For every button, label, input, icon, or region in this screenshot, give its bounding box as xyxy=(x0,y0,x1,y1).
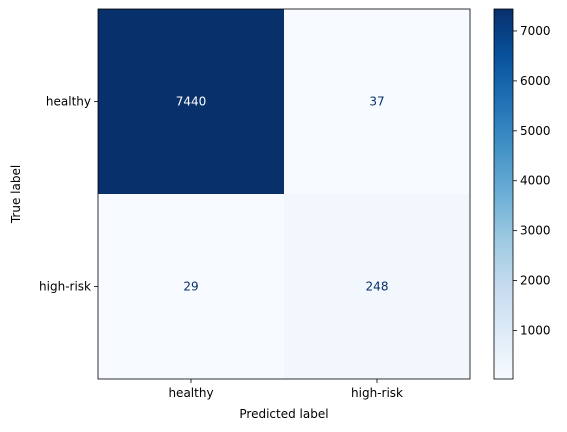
y-axis-ticks: healthy high-risk xyxy=(39,95,98,294)
colorbar-tick-label: 5000 xyxy=(520,124,551,138)
cell-value-label: 37 xyxy=(369,95,384,109)
colorbar-tick-label: 4000 xyxy=(520,174,551,188)
matrix-cell xyxy=(284,194,470,379)
matrix-cell xyxy=(284,9,470,194)
x-axis-label: Predicted label xyxy=(239,407,328,421)
cell-value-labels: 7440 37 29 248 xyxy=(176,95,389,294)
y-tick-label: high-risk xyxy=(39,280,91,294)
matrix-cell xyxy=(98,9,284,194)
plot-frame xyxy=(97,8,471,380)
colorbar-tick-label: 3000 xyxy=(520,224,551,238)
colorbar-tick-label: 6000 xyxy=(520,74,551,88)
colorbar xyxy=(493,8,514,380)
matrix-cells xyxy=(98,9,470,379)
y-axis-label: True label xyxy=(9,165,23,224)
colorbar-ticks: 1000 2000 3000 4000 5000 6000 7000 xyxy=(513,24,551,338)
colorbar-tick-label: 2000 xyxy=(520,274,551,288)
x-tick-label: healthy xyxy=(168,386,213,400)
cell-value-label: 7440 xyxy=(176,95,207,109)
y-tick-label: healthy xyxy=(46,95,91,109)
x-axis-ticks: healthy high-risk xyxy=(168,379,403,400)
x-tick-label: high-risk xyxy=(351,386,403,400)
colorbar-tick-label: 1000 xyxy=(520,324,551,338)
matrix-cell xyxy=(98,194,284,379)
cell-value-label: 29 xyxy=(183,280,198,294)
cell-value-label: 248 xyxy=(366,280,389,294)
colorbar-tick-label: 7000 xyxy=(520,24,551,38)
